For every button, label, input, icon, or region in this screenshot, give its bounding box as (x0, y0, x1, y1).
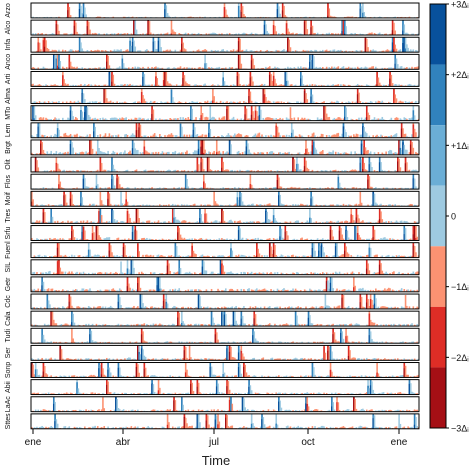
panel-label: Tres (5, 209, 12, 223)
panel-label: Anco (5, 54, 12, 70)
legend-label: −3Δᵢ (451, 424, 469, 434)
legend-label: 0 (451, 212, 456, 222)
horizon-panel: Cala (5, 310, 420, 327)
panel-label: Lem (5, 123, 12, 137)
horizon-panel: Abii (5, 379, 420, 396)
horizon-panel: Getr (5, 276, 420, 293)
legend-band (430, 185, 446, 247)
horizon-panel: Anco (5, 54, 420, 70)
panel-label: Alma (5, 88, 12, 104)
horizon-panel: Cdc (5, 293, 420, 310)
legend-band (430, 367, 446, 428)
panel-label: Fuenl (5, 241, 12, 259)
panel-label: Ser (5, 347, 12, 359)
horizon-panel: Ser (5, 344, 420, 361)
panel-label: Arzo (5, 3, 12, 17)
horizon-panel: SIL (5, 259, 420, 276)
horizon-panel: Infa (5, 36, 420, 53)
legend-band (430, 64, 446, 126)
horizon-panel: Arti (5, 70, 420, 87)
panel-label: Tudi (5, 329, 12, 343)
panel-label: Cdc (5, 295, 12, 308)
horizon-panel: Lem (5, 122, 420, 139)
horizon-panel: Olit (5, 156, 420, 173)
horizon-panel: LaAc (5, 396, 420, 412)
horizon-panels: Arzo Alco Infa Anco Arti Alma MTo Lem Brgt Olit Fl… (5, 2, 420, 429)
horizon-panel: Fuenl (5, 241, 420, 259)
x-axis: ene abr jul oct ene (25, 429, 408, 448)
horizon-panel: Tudi (5, 327, 420, 344)
legend-band (430, 125, 446, 186)
x-axis-label: Time (202, 453, 230, 468)
legend-label: +2Δᵢ (451, 70, 469, 80)
panel-label: MTo (5, 106, 12, 119)
panel-label: SIL (5, 262, 12, 273)
horizon-panel: Tres (5, 207, 420, 224)
horizon-panel: Srfu (5, 225, 420, 241)
x-tick-label: ene (391, 437, 408, 448)
x-tick-label: jul (208, 437, 219, 448)
legend-label: −2Δᵢ (451, 353, 469, 363)
horizon-panel: Sttes (5, 413, 420, 429)
horizon-panel: Brgt (5, 139, 420, 156)
legend-label: +1Δᵢ (451, 141, 469, 151)
horizon-panel: MTo (5, 105, 420, 122)
panel-label: Abii (5, 381, 12, 393)
panel-label: Srfu (5, 226, 12, 239)
color-legend: +3Δᵢ +2Δᵢ +1Δᵢ 0 −1Δᵢ −2Δᵢ −3Δᵢ (429, 0, 469, 434)
x-tick-label: oct (301, 437, 315, 448)
legend-band (430, 246, 446, 307)
horizon-panel: Alma (5, 88, 420, 104)
panel-label: Brgt (5, 141, 12, 154)
horizon-panel: Arzo (5, 2, 420, 19)
panel-label: Sttes (5, 413, 12, 429)
horizon-panel: Flos (5, 173, 420, 190)
panel-label: Olit (5, 159, 12, 170)
panel-label: Infa (5, 39, 12, 51)
legend-band (430, 306, 446, 368)
panel-label: Arti (5, 73, 12, 84)
horizon-panel: Sonp (5, 362, 420, 378)
panel-label: Moif (5, 192, 12, 205)
panel-label: Alco (5, 21, 12, 35)
panel-label: Flos (5, 175, 12, 189)
horizon-panel: Moif (5, 190, 420, 207)
panel-label: LaAc (5, 396, 12, 412)
x-tick-label: abr (116, 437, 131, 448)
legend-label: +3Δᵢ (451, 0, 469, 10)
panel-label: Cala (5, 311, 12, 326)
panel-label: Sonp (5, 362, 12, 378)
x-tick-label: ene (25, 437, 42, 448)
panel-label: Getr (5, 277, 12, 291)
legend-band (430, 4, 446, 65)
horizon-panel: Alco (5, 19, 420, 36)
legend-label: −1Δᵢ (451, 282, 469, 292)
